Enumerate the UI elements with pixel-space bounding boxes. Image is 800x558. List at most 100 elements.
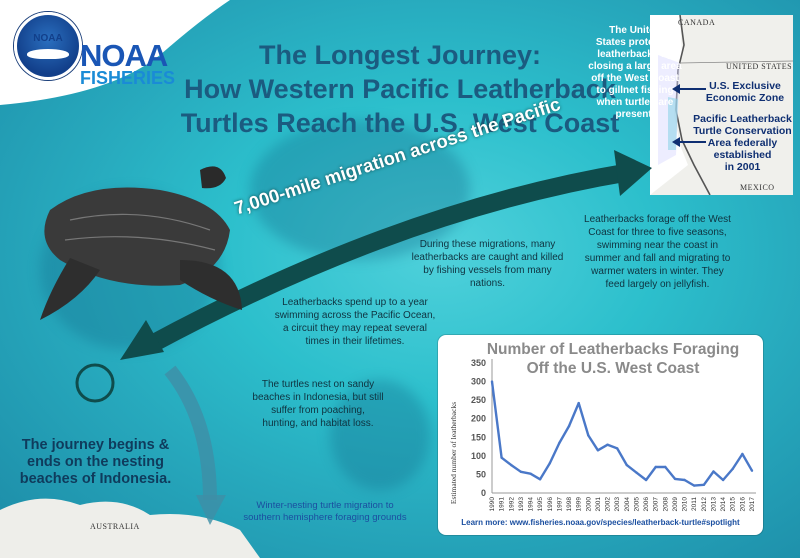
- data-point: [606, 443, 609, 446]
- caught-note: During these migrations, many leatherbac…: [390, 238, 585, 290]
- x-tick-label: 2015: [730, 497, 737, 512]
- west-coast-map: [650, 14, 794, 196]
- noaa-logo[interactable]: NOAA: [14, 12, 82, 80]
- arrowhead-east: [614, 150, 652, 196]
- note-line: swimming near the coast in: [596, 240, 719, 251]
- brand-division: FISHERIES: [80, 68, 176, 88]
- ocean-shading: [250, 120, 470, 260]
- australia-landmass: [0, 498, 260, 558]
- data-point: [664, 465, 667, 469]
- note-line: U.S. Exclusive: [709, 80, 781, 92]
- y-tick-label: 250: [471, 395, 486, 405]
- winter-migration-note: Winter-nesting turtle migration to south…: [230, 500, 420, 524]
- data-point: [721, 478, 725, 482]
- note-line: to gillnet fishing: [596, 85, 674, 96]
- logo-text: NOAA: [33, 33, 63, 44]
- note-line: closing a large area: [588, 61, 682, 72]
- x-tick-label: 2004: [624, 497, 631, 512]
- note-line: Leatherbacks forage off the West: [584, 214, 731, 225]
- inset-pointer-arrows: [672, 84, 706, 147]
- data-point: [490, 380, 494, 383]
- learn-more-link[interactable]: Learn more: www.fisheries.noaa.gov/speci…: [461, 518, 740, 527]
- y-tick-label: 200: [471, 414, 486, 424]
- brand-name: NOAA: [80, 38, 168, 73]
- note-line: Coast for three to five seasons,: [588, 227, 727, 238]
- eez-note: U.S. Exclusive Economic Zone: [700, 80, 790, 104]
- x-tick-label: 2012: [701, 497, 708, 512]
- note-line: suffer from poaching,: [271, 405, 365, 416]
- chart-panel: Number of Leatherbacks Foraging Off the …: [438, 335, 763, 535]
- note-line: The United: [609, 25, 661, 36]
- data-point: [693, 484, 696, 487]
- note-line: southern hemisphere foraging grounds: [243, 512, 407, 523]
- series-line: [490, 381, 754, 487]
- page-title: The Longest Journey: How Western Pacific…: [160, 38, 640, 140]
- note-line: leatherbacks are caught and killed: [411, 252, 564, 263]
- us-map-inset: [650, 14, 794, 196]
- note-line: Economic Zone: [705, 92, 785, 104]
- data-point: [750, 469, 754, 472]
- x-tick-label: 1996: [547, 497, 554, 512]
- data-point: [510, 463, 513, 467]
- x-tick-label: 1990: [489, 497, 496, 512]
- x-tick-label: 2016: [739, 497, 746, 512]
- data-point: [567, 424, 571, 428]
- title-line-3: Turtles Reach the U.S. West Coast: [180, 108, 620, 138]
- x-tick-label: 1993: [518, 497, 525, 512]
- label-australia: AUSTRALIA: [90, 522, 140, 531]
- x-tick-label: 2014: [720, 497, 727, 512]
- leatherback-turtle-illustration: [40, 166, 242, 320]
- data-point: [673, 477, 677, 481]
- x-tick-label: 2011: [691, 497, 698, 511]
- note-line: Area federally: [707, 137, 778, 149]
- note-line: times in their lifetimes.: [305, 336, 405, 347]
- y-tick-label: 100: [471, 451, 486, 461]
- data-point: [558, 441, 561, 445]
- note-line: beaches in Indonesia, but still: [252, 392, 384, 403]
- data-point: [683, 478, 686, 482]
- note-line: summer and fall and migrating to: [584, 253, 731, 264]
- note-line: warmer waters in winter. They: [591, 266, 724, 277]
- x-tick-label: 1998: [566, 497, 573, 512]
- data-point: [500, 456, 503, 459]
- note-line: swimming across the Pacific Ocean,: [274, 310, 436, 321]
- conservation-area-note: Pacific Leatherback Turtle Conservation …: [690, 113, 795, 173]
- x-tick-label: 2002: [605, 497, 612, 512]
- x-tick-label: 2017: [749, 497, 756, 512]
- y-axis-title: Estimated number of leatherbacks: [449, 402, 458, 504]
- data-point: [625, 463, 629, 467]
- note-line: when turtles are: [596, 97, 674, 108]
- protection-note: The United States protected leatherbacks…: [575, 25, 695, 121]
- data-point: [654, 465, 657, 469]
- forage-note: Leatherbacks forage off the West Coast f…: [555, 213, 760, 291]
- x-tick-label: 2009: [672, 497, 679, 512]
- x-tick-label: 2005: [633, 497, 640, 512]
- arrowhead-south: [196, 495, 226, 525]
- data-point: [587, 434, 590, 437]
- note-line: feed largely on jellyfish.: [605, 279, 710, 290]
- note-line: Winter-nesting turtle migration to: [256, 500, 394, 511]
- x-tick-label: 2003: [614, 497, 621, 512]
- label-mexico: MEXICO: [740, 183, 775, 192]
- data-point: [538, 478, 542, 481]
- y-tick-label: 0: [481, 488, 486, 498]
- data-point: [635, 471, 638, 474]
- note-line: hunting, and habitat loss.: [262, 418, 374, 429]
- x-tick-label: 2007: [653, 497, 660, 512]
- data-point: [529, 472, 532, 475]
- note-line: in 2001: [724, 161, 761, 173]
- x-tick-label: 1991: [499, 497, 506, 512]
- chart-title: Number of Leatherbacks Foraging Off the …: [468, 340, 758, 378]
- winter-migration-arrow: [164, 365, 217, 501]
- note-line: nations.: [469, 278, 506, 289]
- note-line: The turtles nest on sandy: [261, 379, 375, 390]
- journey-note: The journey begins & ends on the nesting…: [8, 437, 183, 488]
- note-line: Turtle Conservation: [693, 125, 792, 137]
- note-line: beaches of Indonesia.: [19, 471, 172, 487]
- data-point: [596, 449, 600, 452]
- note-line: established: [713, 149, 772, 161]
- label-united-states: UNITED STATES: [726, 62, 793, 71]
- x-tick-label: 1995: [537, 497, 544, 512]
